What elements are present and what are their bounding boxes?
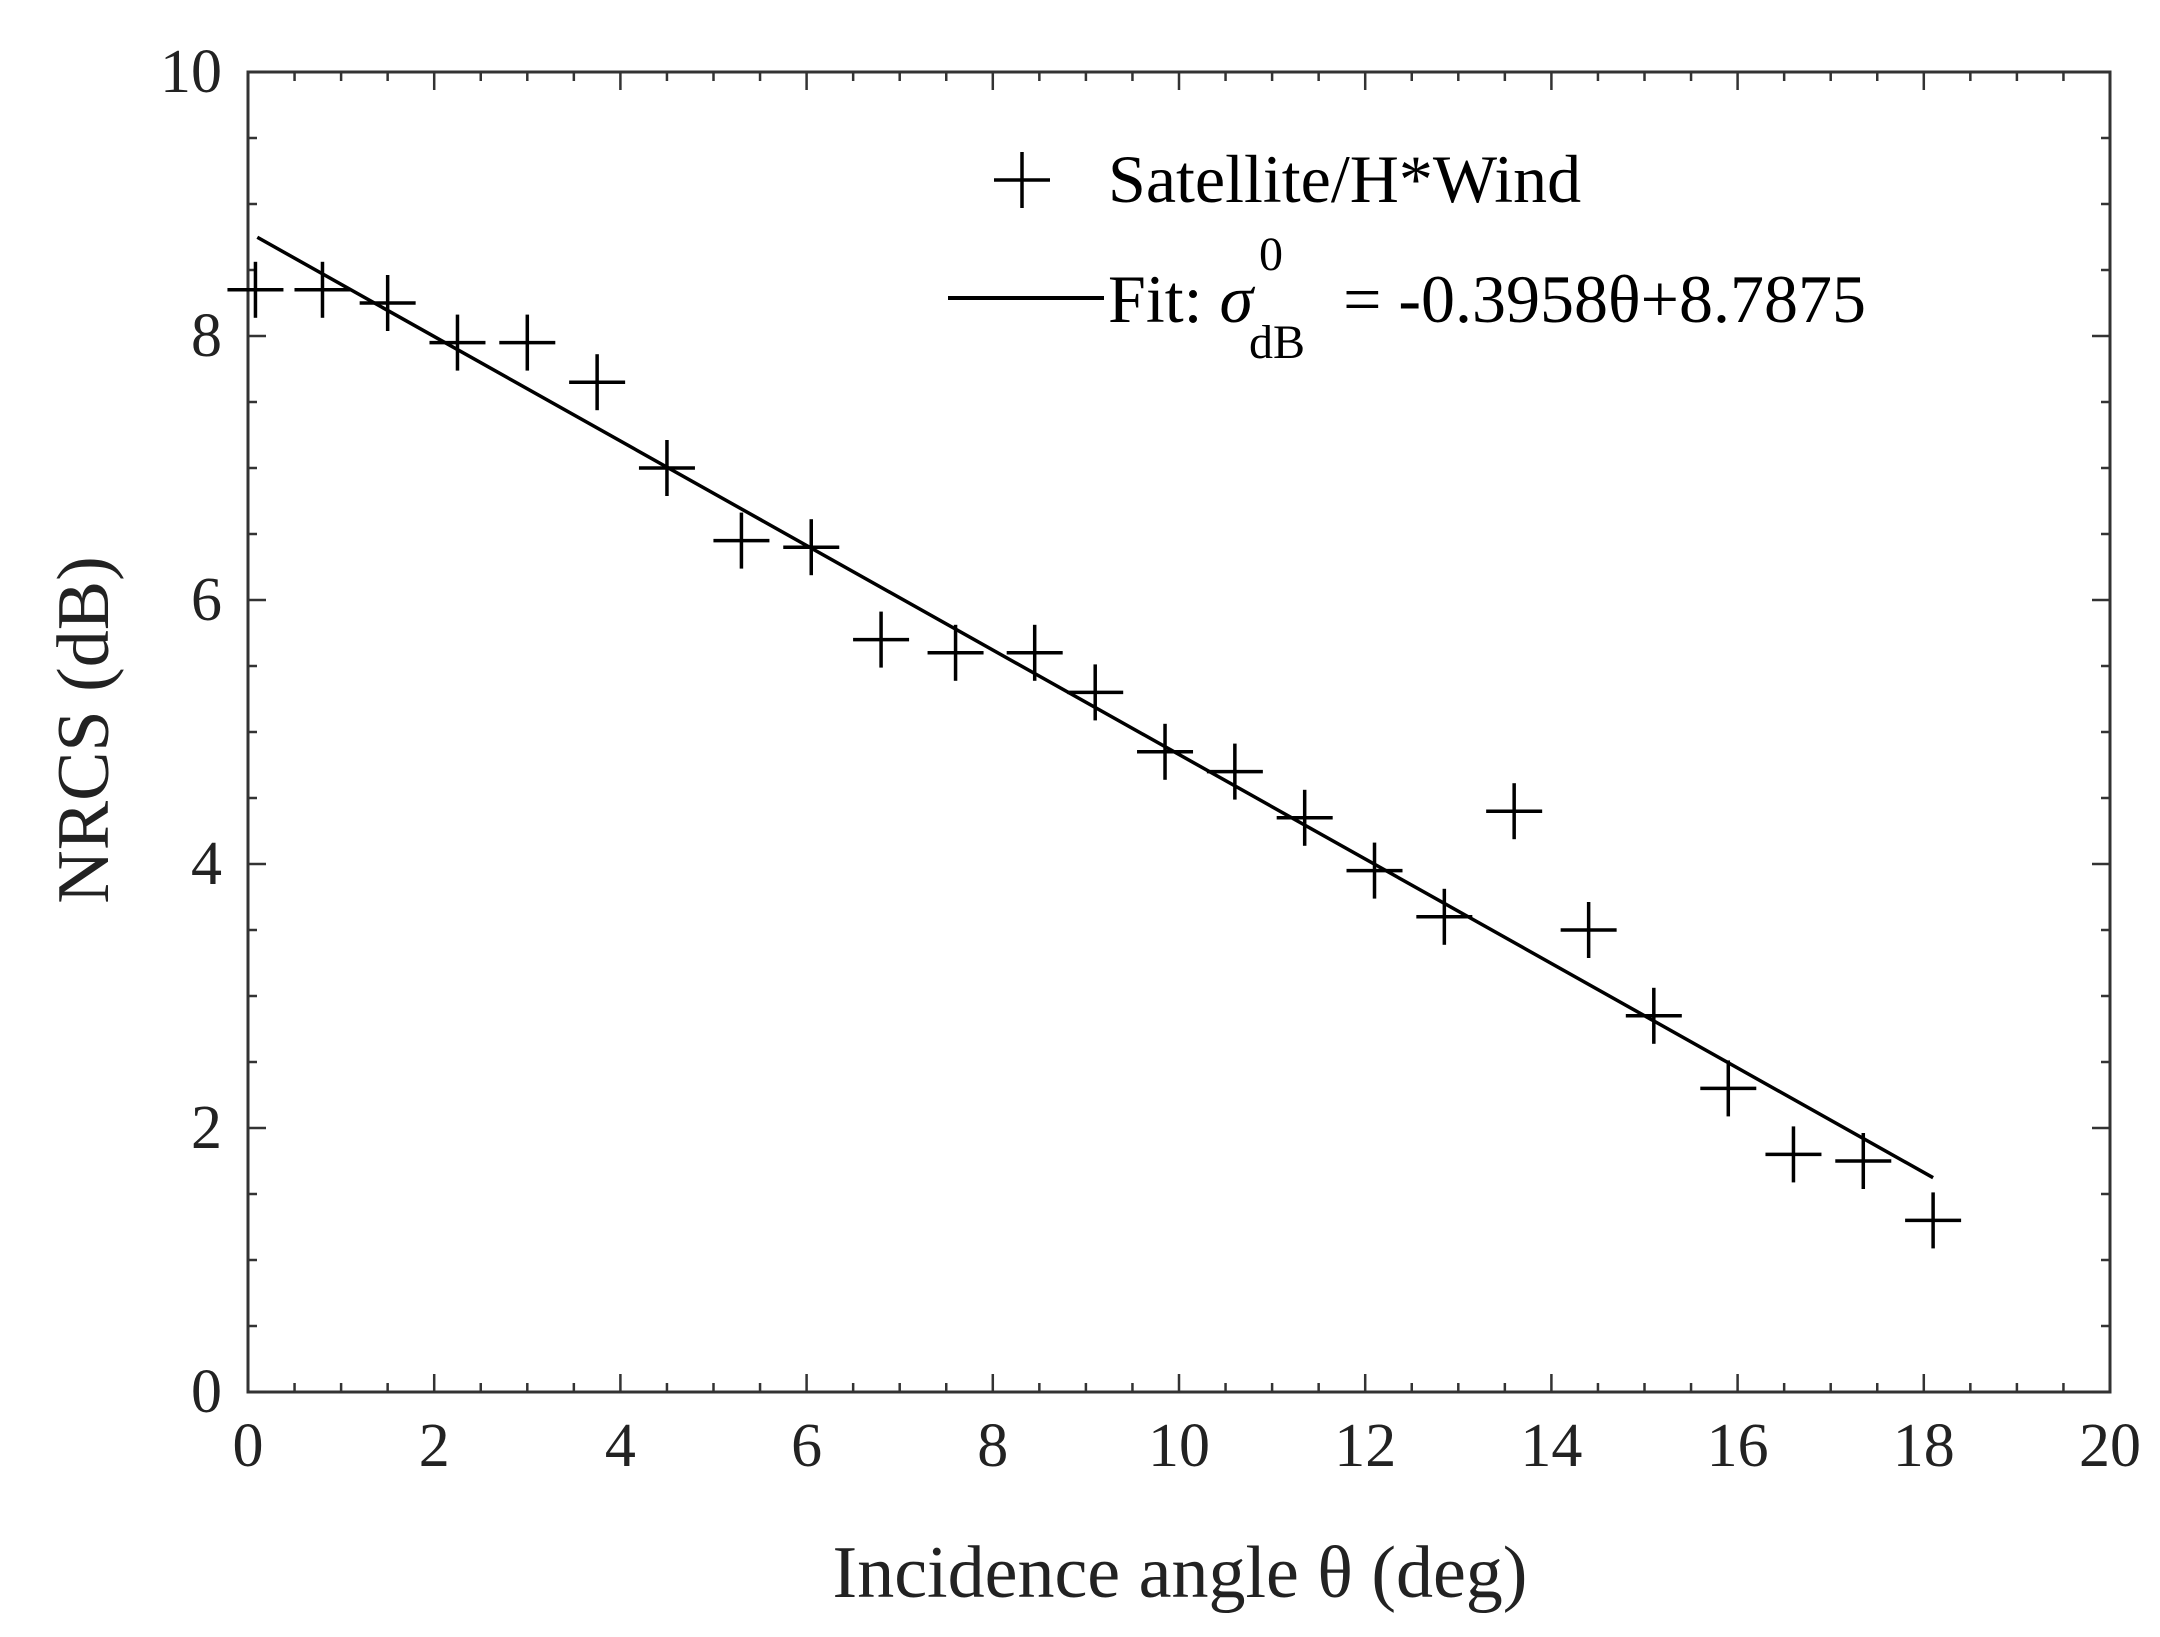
data-point [227,261,284,318]
fit-subscript: dB [1249,316,1305,369]
data-point [1206,743,1263,800]
scatter-points [227,261,1962,1249]
data-point [927,624,984,681]
data-point [1276,789,1333,846]
x-tick-label: 16 [1707,1412,1769,1480]
data-point [783,519,840,576]
x-tick-labels: 0 2 4 6 8 10 12 14 16 18 20 [233,1412,2142,1480]
data-point [499,314,556,371]
data-point [1486,783,1543,840]
x-axis-label: Incidence angle θ (deg) [833,1532,1528,1614]
data-point [1560,902,1617,958]
legend-series-label: Satellite/H*Wind [1108,141,1581,217]
y-tick-labels: 0 2 4 6 8 10 [160,38,222,1426]
y-tick-label: 2 [191,1094,222,1162]
y-tick-label: 0 [191,1358,222,1426]
fit-superscript: 0 [1259,228,1283,281]
x-tick-label: 18 [1893,1412,1955,1480]
data-point [1067,664,1124,721]
x-tick-label: 10 [1148,1412,1210,1480]
x-tick-label: 12 [1334,1412,1396,1480]
y-tick-label: 8 [191,302,222,370]
y-tick-label: 4 [191,830,222,898]
legend-plus [994,152,1050,208]
x-tick-label: 6 [791,1412,822,1480]
x-tick-label: 2 [419,1412,450,1480]
x-tick-label: 8 [977,1412,1008,1480]
x-tick-label: 14 [1520,1412,1582,1480]
y-tick-label: 10 [160,38,222,106]
data-point [1006,624,1063,681]
x-tick-label: 0 [233,1412,264,1480]
fit-equation: = -0.3958θ+8.7875 [1343,261,1866,337]
data-point [1765,1126,1822,1183]
legend: Satellite/H*Wind Fit: σ0 dB = -0.3958θ+8.7… [948,141,1866,369]
data-point [1416,888,1473,945]
legend-fit-label: Fit: σ0 dB = -0.3958θ+8.7875 [1108,228,1866,369]
data-point [1700,1060,1757,1117]
data-point [853,611,910,668]
x-tick-label: 4 [605,1412,636,1480]
fit-symbol: σ [1220,261,1256,337]
fit-prefix: Fit: [1108,261,1220,337]
legend-marker-plus [994,152,1050,208]
data-point [294,261,351,318]
data-point [429,314,486,371]
data-point [1346,842,1403,899]
axis-ticks [246,70,2112,1394]
data-point [713,512,770,569]
data-point [569,354,626,411]
data-point [1137,723,1194,780]
data-point [1625,987,1682,1044]
x-tick-label: 20 [2079,1412,2141,1480]
data-point [638,440,695,496]
data-point [359,275,416,331]
y-tick-label: 6 [191,566,222,634]
data-point [1835,1133,1892,1189]
data-point [1905,1192,1962,1249]
y-axis-label: NRCS (dB) [43,556,125,903]
